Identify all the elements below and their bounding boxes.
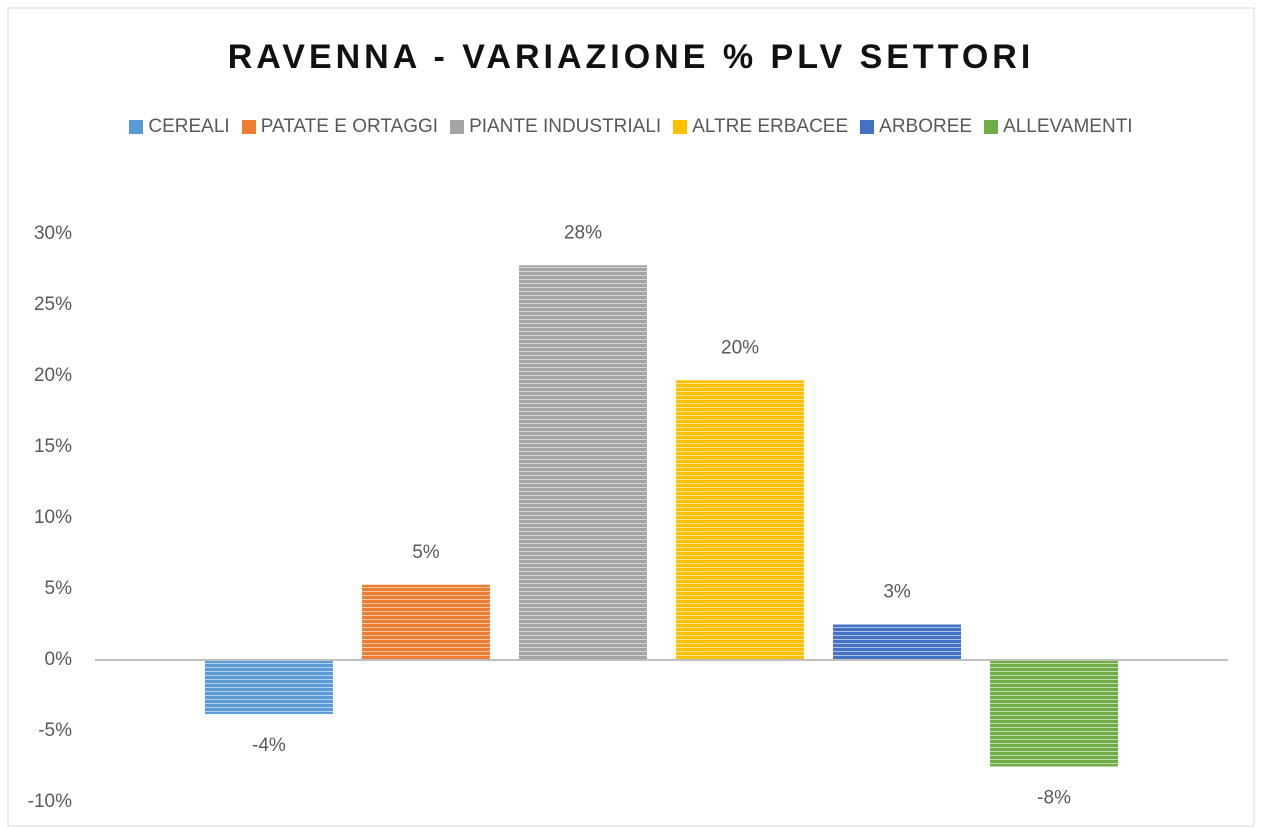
legend: CEREALI PATATE E ORTAGGI PIANTE INDUSTRIAL… bbox=[0, 116, 1262, 138]
legend-label: ALLEVAMENTI bbox=[1003, 116, 1133, 137]
y-tick-label: 25% bbox=[34, 294, 72, 315]
legend-label: ALTRE ERBACEE bbox=[692, 116, 849, 137]
legend-label: PATATE E ORTAGGI bbox=[260, 116, 439, 137]
legend-item: ALLEVAMENTI bbox=[984, 116, 1133, 138]
data-label: 20% bbox=[721, 337, 759, 358]
legend-item: ALTRE ERBACEE bbox=[673, 116, 848, 138]
y-tick-label: 10% bbox=[34, 507, 72, 528]
legend-swatch bbox=[984, 120, 999, 134]
legend-label: ARBOREE bbox=[879, 116, 973, 137]
legend-item: PIANTE INDUSTRIALI bbox=[450, 116, 661, 138]
bar bbox=[361, 584, 490, 660]
legend-swatch bbox=[129, 120, 144, 134]
y-tick-label: 5% bbox=[45, 578, 73, 599]
bar bbox=[518, 265, 647, 660]
bar bbox=[833, 624, 962, 660]
chart-title: RAVENNA - VARIAZIONE % PLV SETTORI bbox=[227, 38, 1035, 76]
y-tick-label: -10% bbox=[28, 791, 72, 812]
legend-item: ARBOREE bbox=[860, 116, 972, 138]
legend-swatch bbox=[673, 120, 688, 134]
y-tick-label: 20% bbox=[34, 365, 72, 386]
bar bbox=[676, 380, 805, 660]
legend-item: PATATE E ORTAGGI bbox=[241, 116, 439, 138]
data-label: 5% bbox=[412, 542, 440, 563]
data-label: 3% bbox=[883, 582, 911, 603]
y-tick-label: 0% bbox=[45, 649, 73, 670]
data-label: -8% bbox=[1037, 788, 1071, 809]
data-label: 28% bbox=[564, 222, 602, 243]
bar bbox=[990, 660, 1119, 767]
y-tick-label: 15% bbox=[34, 436, 72, 457]
bar bbox=[204, 660, 333, 714]
y-tick-label: 30% bbox=[34, 223, 72, 244]
legend-swatch bbox=[860, 120, 875, 134]
data-label: -4% bbox=[252, 735, 286, 756]
legend-item: CEREALI bbox=[129, 116, 230, 138]
legend-swatch bbox=[241, 120, 256, 134]
y-tick-label: -5% bbox=[38, 720, 72, 741]
legend-label: PIANTE INDUSTRIALI bbox=[469, 116, 662, 137]
chart-border bbox=[7, 7, 1255, 827]
legend-label: CEREALI bbox=[148, 116, 230, 137]
legend-swatch bbox=[450, 120, 465, 134]
